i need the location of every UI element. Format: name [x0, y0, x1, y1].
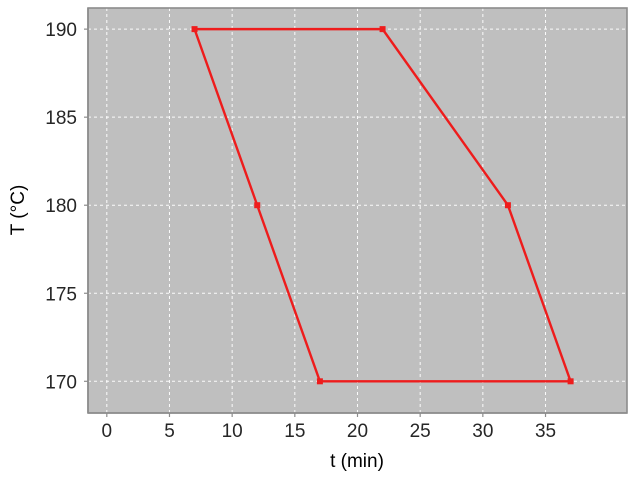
x-tick-labels: 0 5 10 15 20 25 30 35 [102, 421, 557, 442]
x-tick-marks [106, 413, 547, 417]
y-tick-label: 175 [45, 284, 77, 305]
y-tick-marks [84, 28, 88, 382]
x-tick-label: 25 [410, 421, 431, 442]
y-axis-label: T (°C) [8, 185, 29, 236]
y-tick-label: 190 [45, 20, 77, 41]
y-tick-label: 185 [45, 108, 77, 129]
y-tick-label: 180 [45, 196, 77, 217]
y-tick-labels: 170 175 180 185 190 [45, 20, 77, 393]
data-point-marker [567, 378, 574, 385]
x-gridlines [106, 8, 547, 413]
x-tick-label: 35 [535, 421, 556, 442]
x-tick-label: 10 [222, 421, 243, 442]
x-tick-label: 5 [164, 421, 175, 442]
x-tick-label: 20 [347, 421, 368, 442]
x-axis-label: t (min) [330, 451, 384, 472]
y-tick-label: 170 [45, 372, 77, 393]
data-point-marker [504, 202, 511, 209]
data-point-marker [254, 202, 261, 209]
x-tick-label: 0 [102, 421, 113, 442]
x-tick-label: 30 [472, 421, 493, 442]
data-point-marker [191, 26, 198, 33]
data-point-marker [379, 26, 386, 33]
data-point-marker [316, 378, 323, 385]
x-tick-label: 15 [284, 421, 305, 442]
data-series-markers [191, 26, 574, 385]
